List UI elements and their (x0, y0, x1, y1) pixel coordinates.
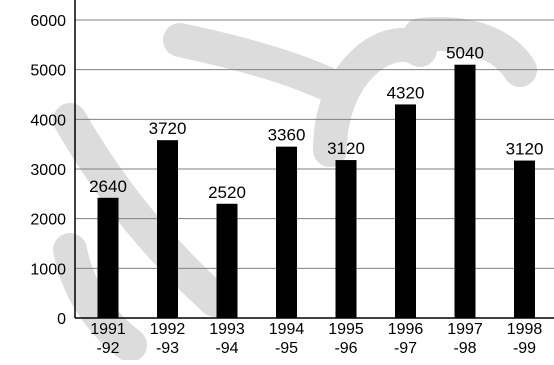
bar-value-label: 5040 (446, 44, 484, 63)
bar (97, 197, 119, 318)
bar (514, 160, 535, 318)
y-tick-label: 4000 (30, 112, 66, 129)
y-tick-label: 3000 (30, 162, 66, 179)
bar (216, 203, 238, 318)
bar (454, 64, 476, 318)
y-tick-label: 0 (57, 311, 66, 328)
x-tick-label: 1992 -93 (150, 321, 186, 357)
y-tick-label: 1000 (30, 261, 66, 278)
bar (395, 104, 416, 318)
y-tick-label: 5000 (30, 63, 66, 80)
x-tick-label: 1997 -98 (447, 321, 483, 357)
x-axis-ticks: 1991 -92 1992 -93 1993 -94 1994 -95 1995 -96 1996-… (90, 321, 542, 357)
x-tick-label: 1994 -95 (269, 321, 305, 357)
y-tick-label: 6000 (30, 13, 66, 30)
bar (335, 160, 357, 318)
bar-value-label: 3120 (327, 139, 365, 158)
axes (74, 0, 554, 319)
x-tick-label: 1995 -96 (328, 321, 364, 357)
bar-value-label: 2640 (89, 177, 127, 196)
watermark (53, 17, 537, 362)
bar-value-label: 3720 (149, 119, 187, 138)
x-tick-label: 1991 -92 (90, 321, 126, 357)
bar (157, 140, 178, 318)
x-tick-label: 1996 -97 (388, 321, 424, 357)
bars (97, 64, 535, 318)
bar-value-label: 2520 (208, 183, 246, 202)
x-tick-label: 1993 -94 (209, 321, 245, 357)
bar (276, 146, 297, 318)
x-tick-label: 1998 -99 (507, 321, 543, 357)
bar-value-label: 4320 (387, 83, 425, 102)
y-axis-ticks: 0 1000 2000 3000 4000 5000 6000 (30, 13, 66, 328)
bar-value-label: 3360 (268, 126, 306, 145)
y-tick-label: 2000 (30, 212, 66, 229)
bar-value-labels: 2640 3720 2520 3360 3120 4320 5040 3120 (89, 44, 543, 202)
bar-value-label: 3120 (506, 140, 544, 159)
